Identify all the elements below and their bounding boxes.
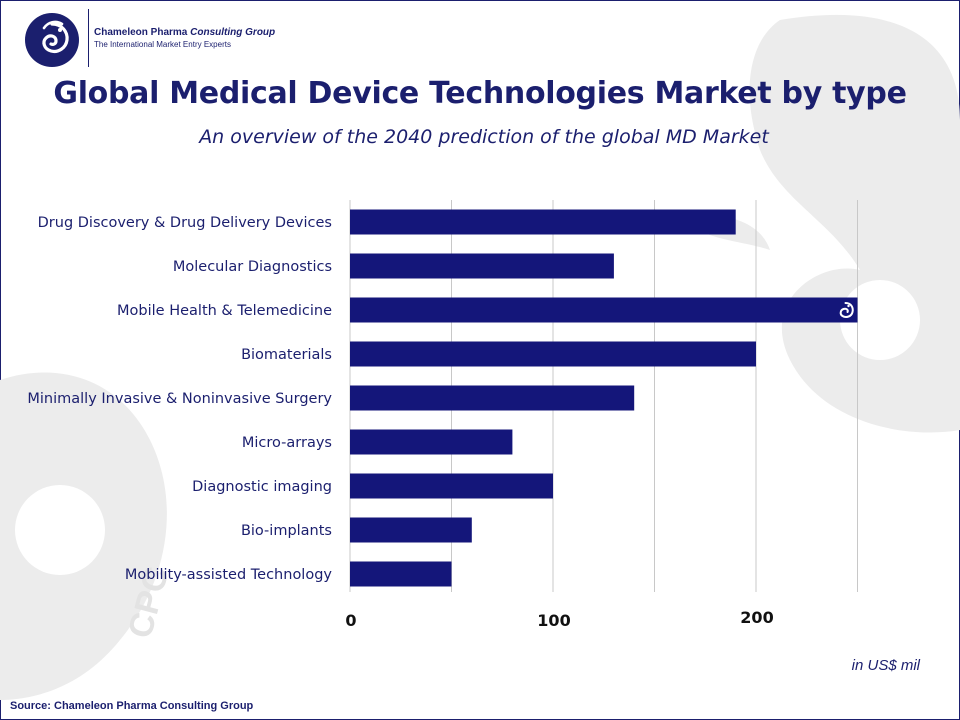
- category-label: Mobile Health & Telemedicine: [117, 303, 332, 319]
- category-label: Minimally Invasive & Noninvasive Surgery: [27, 391, 332, 407]
- bar-chart: 0 100 200 Drug Discovery & Drug Delivery De…: [27, 200, 858, 630]
- source-note: Source: Chameleon Pharma Consulting Grou…: [10, 700, 254, 712]
- category-label: Micro-arrays: [242, 435, 332, 451]
- page-title: Global Medical Device Technologies Marke…: [53, 76, 907, 111]
- bar: [350, 517, 472, 543]
- logo-divider: [88, 9, 89, 67]
- bar: [350, 297, 858, 323]
- company-block: Chameleon Pharma Consulting Group The In…: [94, 27, 275, 50]
- category-label: Mobility-assisted Technology: [125, 567, 333, 583]
- chameleon-logo-icon: [25, 13, 79, 67]
- chameleon-logo-icon: [839, 302, 854, 318]
- company-name-main: Chameleon Pharma: [94, 26, 188, 38]
- bar: [350, 385, 635, 411]
- company-name-italic: Consulting Group: [190, 26, 276, 38]
- category-label: Bio-implants: [241, 523, 332, 539]
- x-tick-label: 100: [537, 611, 570, 630]
- company-tagline: The International Market Entry Experts: [94, 39, 231, 49]
- bar: [350, 429, 513, 455]
- bar: [350, 209, 736, 235]
- x-tick-label: 200: [740, 608, 773, 627]
- category-label: Biomaterials: [241, 347, 332, 363]
- category-label: Drug Discovery & Drug Delivery Devices: [38, 215, 332, 231]
- unit-label: in US$ mil: [851, 657, 920, 674]
- category-label: Diagnostic imaging: [192, 479, 332, 495]
- bar: [350, 253, 614, 279]
- page-subtitle: An overview of the 2040 prediction of th…: [199, 126, 769, 148]
- bar: [350, 561, 452, 587]
- bar: [350, 473, 553, 499]
- company-name: Chameleon Pharma Consulting Group: [94, 27, 275, 39]
- header: Chameleon Pharma Consulting Group The In…: [22, 6, 275, 70]
- category-label: Molecular Diagnostics: [173, 259, 332, 275]
- bar: [350, 341, 756, 367]
- x-tick-label: 0: [345, 611, 356, 630]
